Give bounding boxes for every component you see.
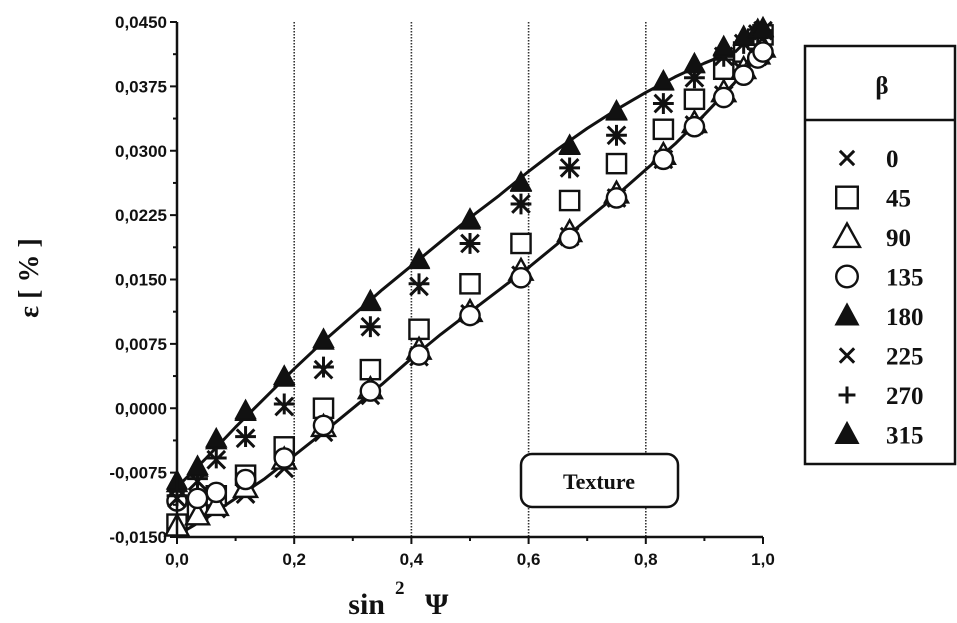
x-axis-title-superscript: 2 <box>395 578 405 599</box>
data-point-45 <box>510 232 532 255</box>
data-point-270 <box>606 124 627 146</box>
data-point-135 <box>605 187 628 209</box>
legend-marker-135 <box>835 264 860 289</box>
data-point-270 <box>313 356 334 378</box>
legend-label-270: 270 <box>886 383 924 410</box>
texture-annotation-text: Texture <box>563 469 635 494</box>
x-tick-label: 0,2 <box>282 550 306 569</box>
data-point-135 <box>312 414 335 437</box>
data-point-135 <box>510 266 532 289</box>
data-point-45 <box>558 189 581 212</box>
data-point-315 <box>712 34 735 56</box>
data-point-270 <box>205 447 227 469</box>
data-point-315 <box>312 327 335 349</box>
data-point-135 <box>186 487 209 510</box>
data-point-135 <box>652 148 675 171</box>
x-axis-title-symbol: Ψ <box>425 588 449 621</box>
data-point-135 <box>712 86 735 109</box>
y-tick-label: 0,0375 <box>115 77 167 96</box>
data-point-45 <box>459 272 481 295</box>
data-point-315 <box>683 51 706 73</box>
x-tick-label: 0,0 <box>165 550 189 569</box>
data-point-270 <box>235 426 256 447</box>
data-points <box>163 15 777 537</box>
data-point-270 <box>408 273 430 295</box>
x-tick-label: 0,8 <box>634 550 658 569</box>
data-point-315 <box>234 398 257 420</box>
legend-marker-225 <box>838 347 856 364</box>
legend: β 0 45 90 135 180 225 270 315 <box>803 44 957 466</box>
data-point-270 <box>459 233 481 254</box>
y-tick-label: 0,0225 <box>115 206 167 225</box>
y-tick-label: 0,0000 <box>115 399 167 418</box>
data-point-315 <box>407 247 431 269</box>
data-point-135 <box>683 115 706 138</box>
data-point-135 <box>205 481 228 504</box>
data-point-315 <box>205 426 228 448</box>
y-tick-label: 0,0150 <box>115 271 167 290</box>
y-axis-ticks: -0,0150 -0,0075 0,0000 0,0075 0,0150 0,0225 0,… <box>109 13 177 547</box>
texture-annotation-box <box>519 452 680 509</box>
legend-marker-90 <box>832 221 862 249</box>
legend-marker-0 <box>838 149 856 167</box>
data-point-135 <box>752 41 774 63</box>
data-point-135 <box>459 304 481 327</box>
data-point-270 <box>652 93 674 114</box>
x-axis-title: sin 2 Ψ <box>348 578 449 621</box>
legend-label-225: 225 <box>886 344 924 371</box>
legend-items: 0 45 90 135 180 225 270 315 <box>832 146 924 450</box>
data-point-135 <box>408 344 430 366</box>
y-tick-label: 0,0450 <box>115 13 167 32</box>
y-tick-label: 0,0300 <box>115 142 167 161</box>
fit-curve <box>175 39 764 489</box>
data-point-315 <box>272 364 296 385</box>
legend-label-45: 45 <box>886 186 911 213</box>
data-point-315 <box>751 15 775 37</box>
legend-marker-270 <box>838 386 856 404</box>
legend-title: β <box>875 73 888 100</box>
legend-label-180: 180 <box>886 304 924 331</box>
data-point-270 <box>559 157 581 179</box>
data-point-270 <box>273 393 295 415</box>
texture-annotation: Texture <box>519 452 680 509</box>
y-tick-label: -0,0150 <box>109 528 167 547</box>
data-point-315 <box>605 99 628 120</box>
data-point-45 <box>605 152 628 175</box>
y-tick-label: -0,0075 <box>109 464 167 483</box>
data-point-315 <box>186 454 209 476</box>
legend-box <box>803 44 957 466</box>
legend-marker-45 <box>835 185 860 210</box>
data-point-315 <box>359 288 382 310</box>
data-point-315 <box>458 207 482 228</box>
legend-marker-315 <box>834 420 860 444</box>
x-tick-label: 0,4 <box>400 550 424 569</box>
x-tick-label: 1,0 <box>751 550 775 569</box>
x-axis-title-text: sin <box>348 588 385 621</box>
data-point-90 <box>202 491 230 517</box>
data-point-135 <box>273 447 296 469</box>
data-point-45 <box>652 118 675 141</box>
data-point-45 <box>683 88 706 111</box>
data-point-270 <box>359 316 381 338</box>
data-point-270 <box>510 193 532 215</box>
legend-label-315: 315 <box>886 423 924 450</box>
data-point-315 <box>558 133 581 155</box>
legend-label-90: 90 <box>886 225 911 252</box>
data-point-315 <box>509 170 533 192</box>
data-point-135 <box>359 380 382 402</box>
x-tick-label: 0,6 <box>517 550 541 569</box>
data-point-135 <box>732 64 755 87</box>
data-point-90 <box>183 501 212 526</box>
y-axis-title: ε [ % ] <box>14 238 45 318</box>
y-tick-label: 0,0075 <box>115 335 167 354</box>
x-axis-ticks: 0,0 0,2 0,4 0,6 0,8 1,0 <box>165 537 775 569</box>
data-point-135 <box>558 227 581 250</box>
legend-label-135: 135 <box>886 265 924 292</box>
data-point-135 <box>234 468 257 491</box>
data-point-315 <box>652 68 675 90</box>
legend-marker-180 <box>834 302 860 326</box>
legend-label-0: 0 <box>886 146 899 173</box>
